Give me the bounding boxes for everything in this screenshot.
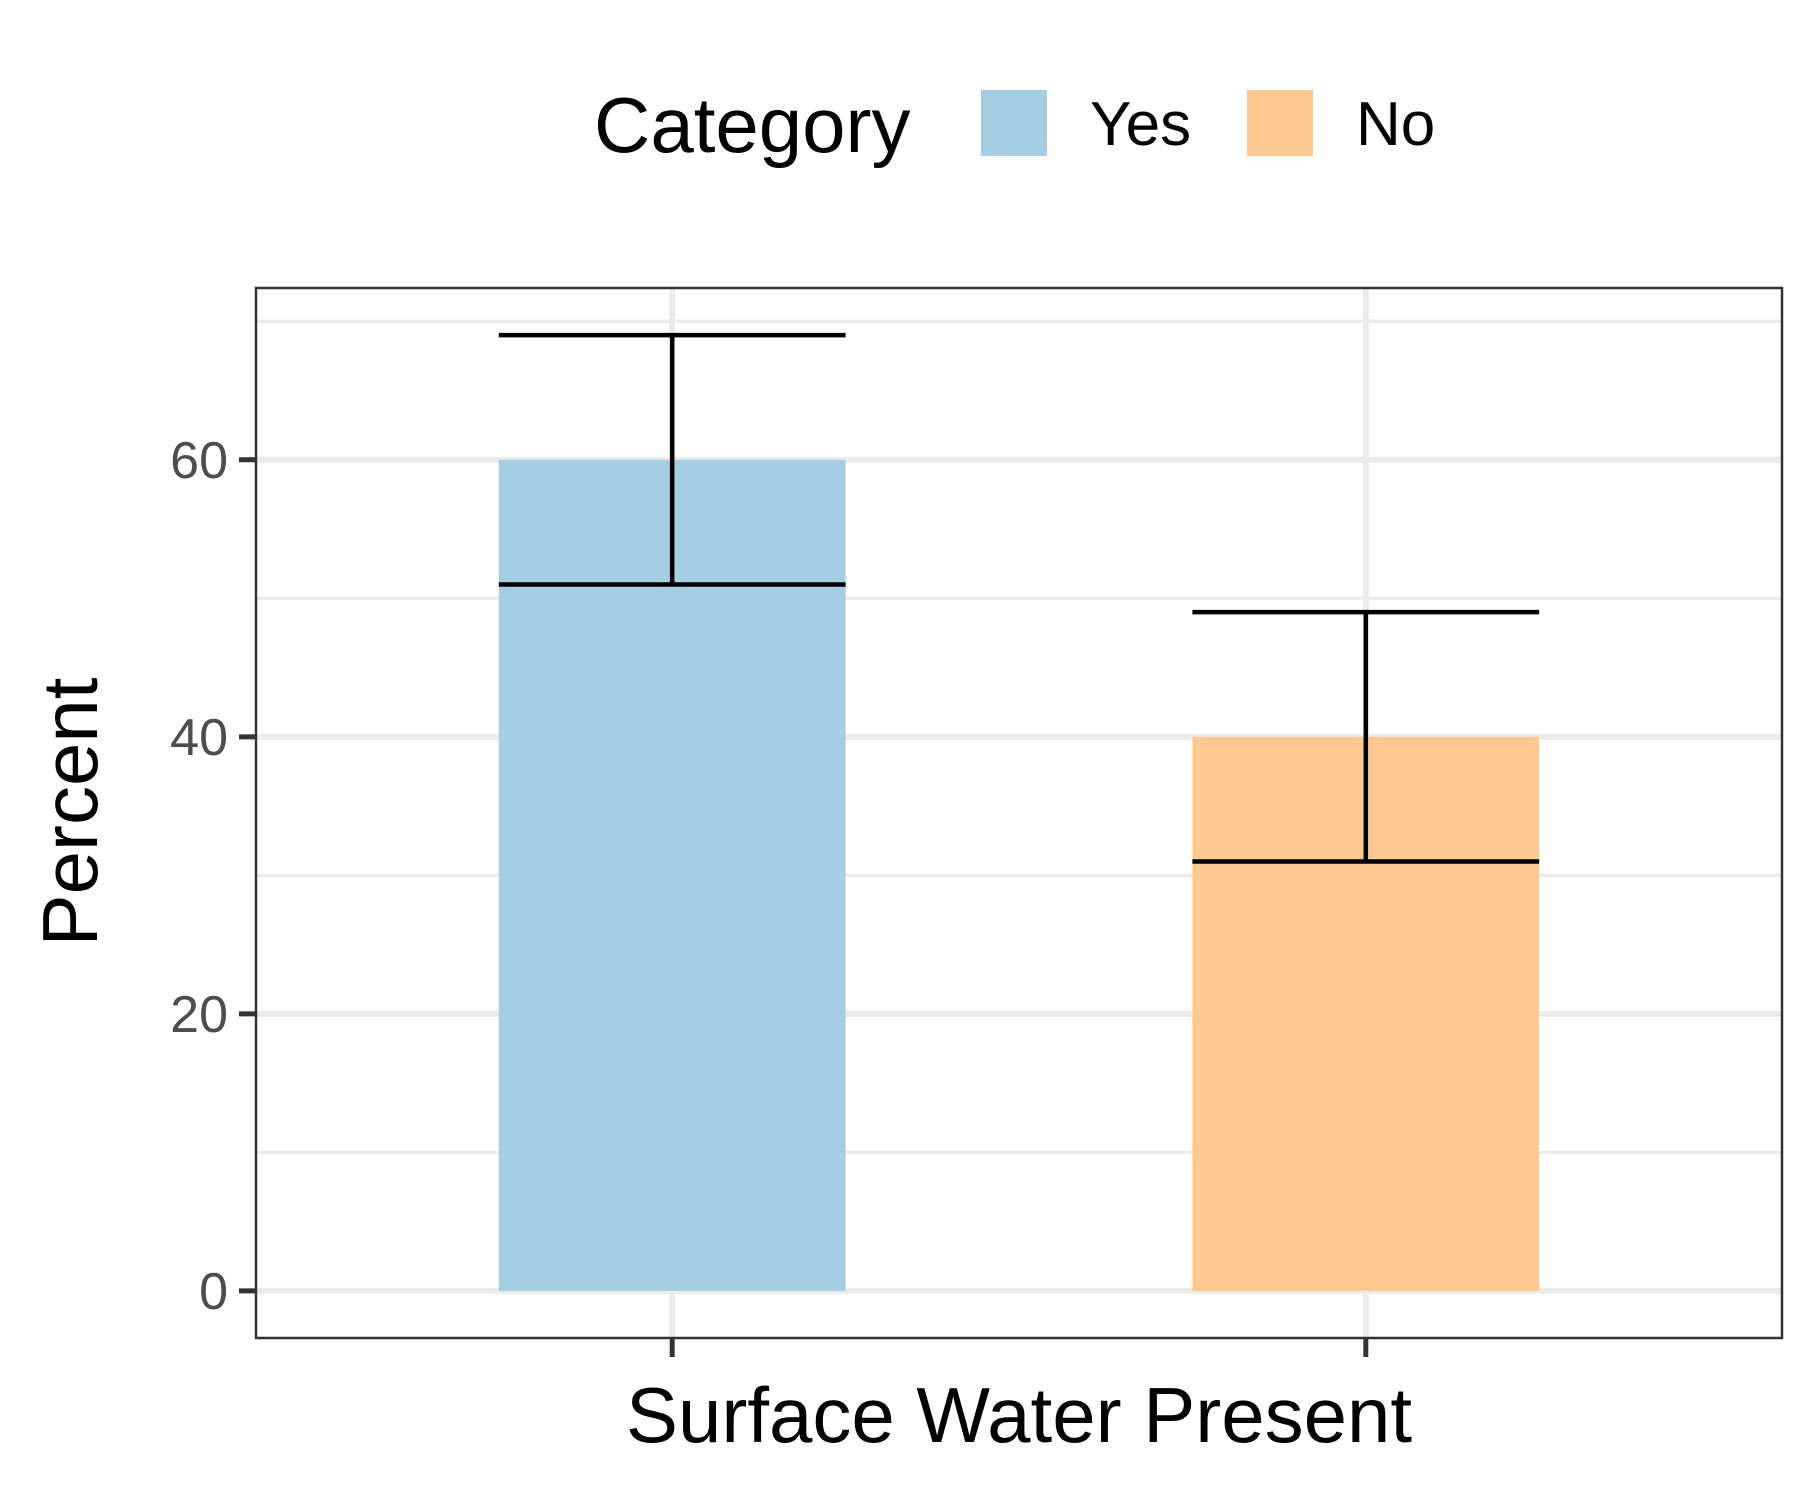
y-tick-label: 60 — [170, 432, 228, 490]
legend-label-yes: Yes — [1090, 90, 1191, 159]
legend-title: Category — [594, 81, 911, 169]
errorbar-yes — [498, 332, 846, 587]
legend: Category Yes No — [594, 81, 1435, 169]
y-axis: 0 20 40 60 — [170, 432, 256, 1321]
panel-background — [256, 288, 1782, 1338]
error-bars — [498, 332, 1540, 864]
bars — [498, 459, 1540, 1291]
x-axis — [669, 1338, 1369, 1357]
y-tick-label: 40 — [170, 709, 228, 767]
legend-swatch-yes — [981, 90, 1047, 156]
y-axis-label: Percent — [26, 677, 114, 946]
y-tick-label: 0 — [199, 1263, 228, 1321]
legend-swatch-no — [1247, 90, 1313, 156]
bar-yes — [498, 459, 846, 1291]
x-axis-label: Surface Water Present — [626, 1371, 1412, 1459]
legend-label-no: No — [1356, 90, 1435, 159]
errorbar-no — [1192, 609, 1540, 864]
y-tick-label: 20 — [170, 986, 228, 1044]
plot-panel — [254, 286, 1784, 1340]
panel-border — [254, 286, 1784, 1340]
